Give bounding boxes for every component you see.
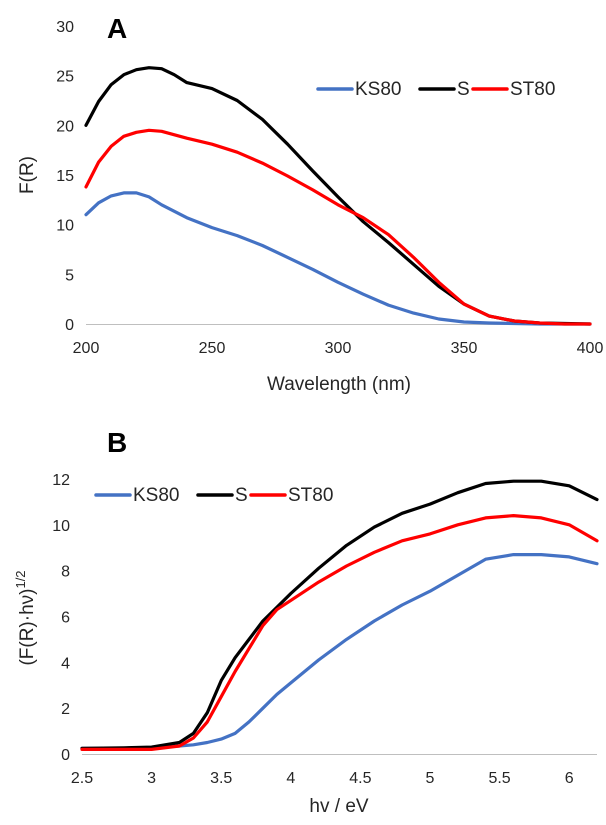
panel-b-x-tick-label: 2.5 [71,770,93,787]
panel-b-legend-label-st80: ST80 [288,485,333,506]
panel-a-y-tick-label: 20 [56,118,74,135]
panel-b-series-ks80-line [80,552,599,750]
panel-b-y-axis-title-sup: 1/2 [13,570,28,588]
panel-a-y-tick-label: 30 [56,19,74,36]
panel-b-y-tick-label: 8 [61,564,70,581]
panel-b-y-tick-label: 12 [52,472,70,489]
panel-b-legend-label-ks80: KS80 [133,485,179,506]
panel-b-y-tick-label: 0 [61,747,70,764]
panel-a-x-tick-label: 350 [451,340,478,357]
panel-a-y-tick-label: 25 [56,69,74,86]
panel-a-x-tick-label: 250 [199,340,226,357]
panel-a-series-st80-line [84,128,592,326]
panel-a-y-ticks: 0 5 10 15 20 25 30 [56,19,74,334]
panel-a-x-tick-label: 200 [73,340,100,357]
panel-b-y-tick-label: 10 [52,518,70,535]
panel-a-y-axis-title: F(R) [17,156,38,194]
panel-a-x-tick-label: 300 [325,340,352,357]
panel-a-y-tick-label: 5 [65,267,74,284]
panel-a-x-tick-label: 400 [577,340,604,357]
panel-b-y-tick-label: 6 [61,609,70,626]
panel-b-x-tick-label: 5 [426,770,435,787]
panel-b-series-s-line [80,479,599,750]
panel-b-x-ticks: 2.5 3 3.5 4 4.5 5 5.5 6 [71,770,574,787]
panel-b-y-axis-title-main: (F(R)·hν) [17,589,38,666]
panel-a-series [84,66,592,326]
panel-a-series-s-line [84,66,592,326]
panel-b-x-axis-title: hv / eV [309,796,368,817]
panel-a-y-tick-label: 15 [56,168,74,185]
panel-a-label: A [107,13,127,44]
panel-b-x-tick-label: 3 [147,770,156,787]
panel-b-y-tick-label: 2 [61,701,70,718]
panel-b-y-axis-title: (F(R)·hν)1/2 [13,570,38,665]
panel-b-x-tick-label: 5.5 [488,770,510,787]
panel-a-series-ks80-line [84,191,592,326]
panel-b: B (F(R)·hν)1/2 hv / eV 0 2 4 6 8 10 12 2.5 3 3.5… [13,427,599,817]
panel-a-legend: KS80 S ST80 [316,79,555,100]
panel-b-y-tick-label: 4 [61,655,70,672]
panel-a-legend-label-st80: ST80 [510,79,555,100]
panel-b-x-tick-label: 4.5 [349,770,371,787]
panel-a-y-tick-label: 10 [56,218,74,235]
panel-b-x-tick-label: 4 [286,770,295,787]
panel-b-y-ticks: 0 2 4 6 8 10 12 [52,472,70,764]
panel-a-x-axis-title: Wavelength (nm) [267,374,411,395]
panel-b-x-tick-label: 6 [565,770,574,787]
panel-a-legend-label-ks80: KS80 [355,79,401,100]
panel-b-series [80,479,599,752]
panel-b-legend: KS80 S ST80 [94,485,333,506]
panel-b-label: B [107,427,127,458]
panel-b-series-st80-line [80,513,599,752]
panel-a-legend-label-s: S [457,79,470,100]
panel-b-legend-label-s: S [235,485,248,506]
panel-b-x-tick-label: 3.5 [210,770,232,787]
panel-a-y-tick-label: 0 [65,317,74,334]
panel-a-x-ticks: 200 250 300 350 400 [73,340,604,357]
